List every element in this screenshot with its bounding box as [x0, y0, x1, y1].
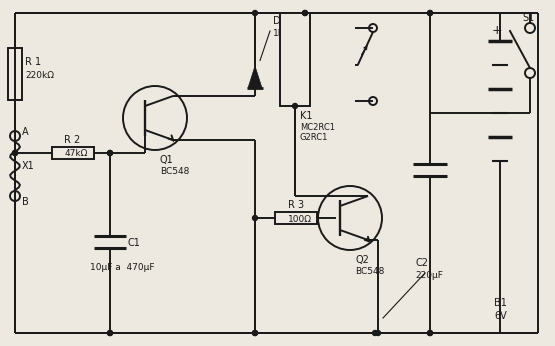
Text: 10μF a  470μF: 10μF a 470μF — [90, 264, 154, 273]
Text: BC548: BC548 — [355, 267, 385, 276]
Text: 100Ω: 100Ω — [287, 215, 311, 224]
Circle shape — [376, 330, 381, 336]
Text: 6V: 6V — [494, 311, 507, 321]
Text: BC548: BC548 — [160, 167, 189, 176]
Circle shape — [253, 330, 258, 336]
Text: 1N4148: 1N4148 — [273, 28, 308, 37]
Circle shape — [13, 151, 18, 155]
Text: A: A — [22, 127, 29, 137]
Bar — [8, 48, 22, 100]
Text: 220kΩ: 220kΩ — [25, 72, 54, 81]
Circle shape — [108, 151, 113, 155]
Circle shape — [108, 330, 113, 336]
Circle shape — [253, 330, 258, 336]
Circle shape — [372, 330, 377, 336]
Text: R 3: R 3 — [287, 200, 304, 210]
Text: 220μF: 220μF — [415, 272, 443, 281]
Text: R 1: R 1 — [25, 57, 41, 67]
Text: C1: C1 — [128, 238, 141, 248]
Text: 47kΩ: 47kΩ — [64, 149, 88, 158]
Text: D1: D1 — [273, 16, 287, 26]
Bar — [52, 147, 93, 159]
Text: +: + — [492, 25, 502, 37]
Circle shape — [13, 151, 18, 155]
Polygon shape — [248, 66, 262, 88]
Text: B: B — [22, 197, 29, 207]
Circle shape — [108, 151, 113, 155]
Text: Q1: Q1 — [160, 155, 174, 165]
Circle shape — [427, 10, 432, 16]
Circle shape — [302, 10, 307, 16]
Text: X1: X1 — [22, 161, 35, 171]
Text: Q2: Q2 — [355, 255, 369, 265]
Bar — [275, 212, 316, 224]
Circle shape — [427, 10, 432, 16]
Text: K1: K1 — [300, 111, 312, 121]
Circle shape — [108, 330, 113, 336]
Text: MC2RC1: MC2RC1 — [300, 122, 335, 131]
Text: G2RC1: G2RC1 — [300, 134, 329, 143]
Circle shape — [292, 103, 297, 109]
Bar — [280, 13, 310, 106]
Text: B1: B1 — [494, 298, 507, 308]
Circle shape — [427, 330, 432, 336]
Circle shape — [253, 216, 258, 220]
Circle shape — [253, 10, 258, 16]
Text: C2: C2 — [415, 258, 428, 268]
Circle shape — [302, 10, 307, 16]
Text: S1: S1 — [522, 13, 534, 23]
Text: R 2: R 2 — [64, 135, 80, 145]
Circle shape — [427, 330, 432, 336]
